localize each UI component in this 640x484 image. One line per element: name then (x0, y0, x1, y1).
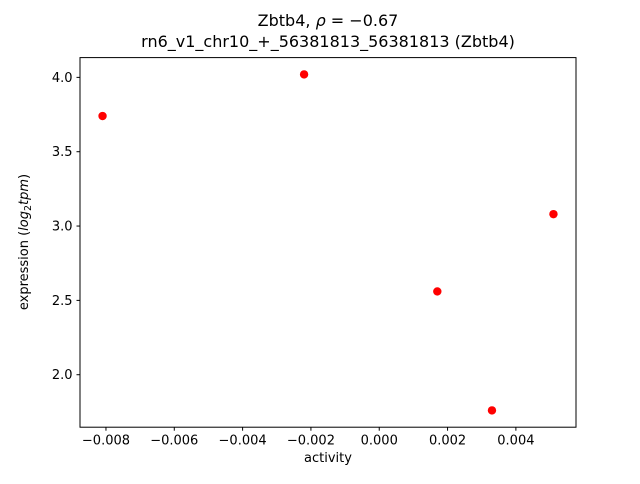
x-axis-label: activity (304, 451, 352, 466)
x-tick-label: −0.004 (219, 434, 267, 449)
y-label-suffix: ) (17, 174, 32, 179)
x-tick-label: −0.002 (287, 434, 335, 449)
axis-ticks: −0.008 −0.006 −0.004 −0.002 0.000 0.002 0.004 2… (52, 71, 535, 449)
scatter-point (549, 209, 558, 219)
plot-area (80, 57, 576, 428)
axes-border (79, 57, 577, 428)
y-label-prefix: expression ( (17, 231, 32, 310)
x-tick-label: 0.004 (497, 434, 534, 449)
x-tick-label: −0.008 (82, 434, 130, 449)
y-tick-label: 3.5 (52, 145, 73, 160)
title-gene-name: Zbtb4, (258, 11, 316, 30)
plot-title-line2: rn6_v1_chr10_+_56381813_56381813 (Zbtb4) (141, 32, 515, 52)
y-label-log: log (17, 211, 32, 231)
scatter-point (98, 111, 107, 121)
y-label-log-subscript: 2 (23, 205, 34, 211)
y-tick-label: 4.0 (52, 71, 73, 86)
y-tick-label: 2.0 (52, 368, 73, 383)
data-points (98, 70, 558, 415)
title-rho-value: = −0.67 (326, 11, 399, 30)
plot-title-line1: Zbtb4, ρ = −0.67 (258, 11, 399, 30)
rho-symbol: ρ (316, 11, 326, 30)
x-tick-label: −0.006 (150, 434, 198, 449)
y-axis-label: expression (log2tpm) (17, 174, 34, 310)
scatter-point (299, 70, 309, 79)
y-label-tpm: tpm (17, 179, 32, 205)
scatter-point (487, 406, 497, 415)
scatter-point (433, 287, 442, 296)
x-tick-label: 0.000 (361, 434, 398, 449)
y-tick-label: 3.0 (52, 220, 73, 235)
y-tick-label: 2.5 (52, 294, 73, 309)
x-tick-label: 0.002 (429, 434, 466, 449)
